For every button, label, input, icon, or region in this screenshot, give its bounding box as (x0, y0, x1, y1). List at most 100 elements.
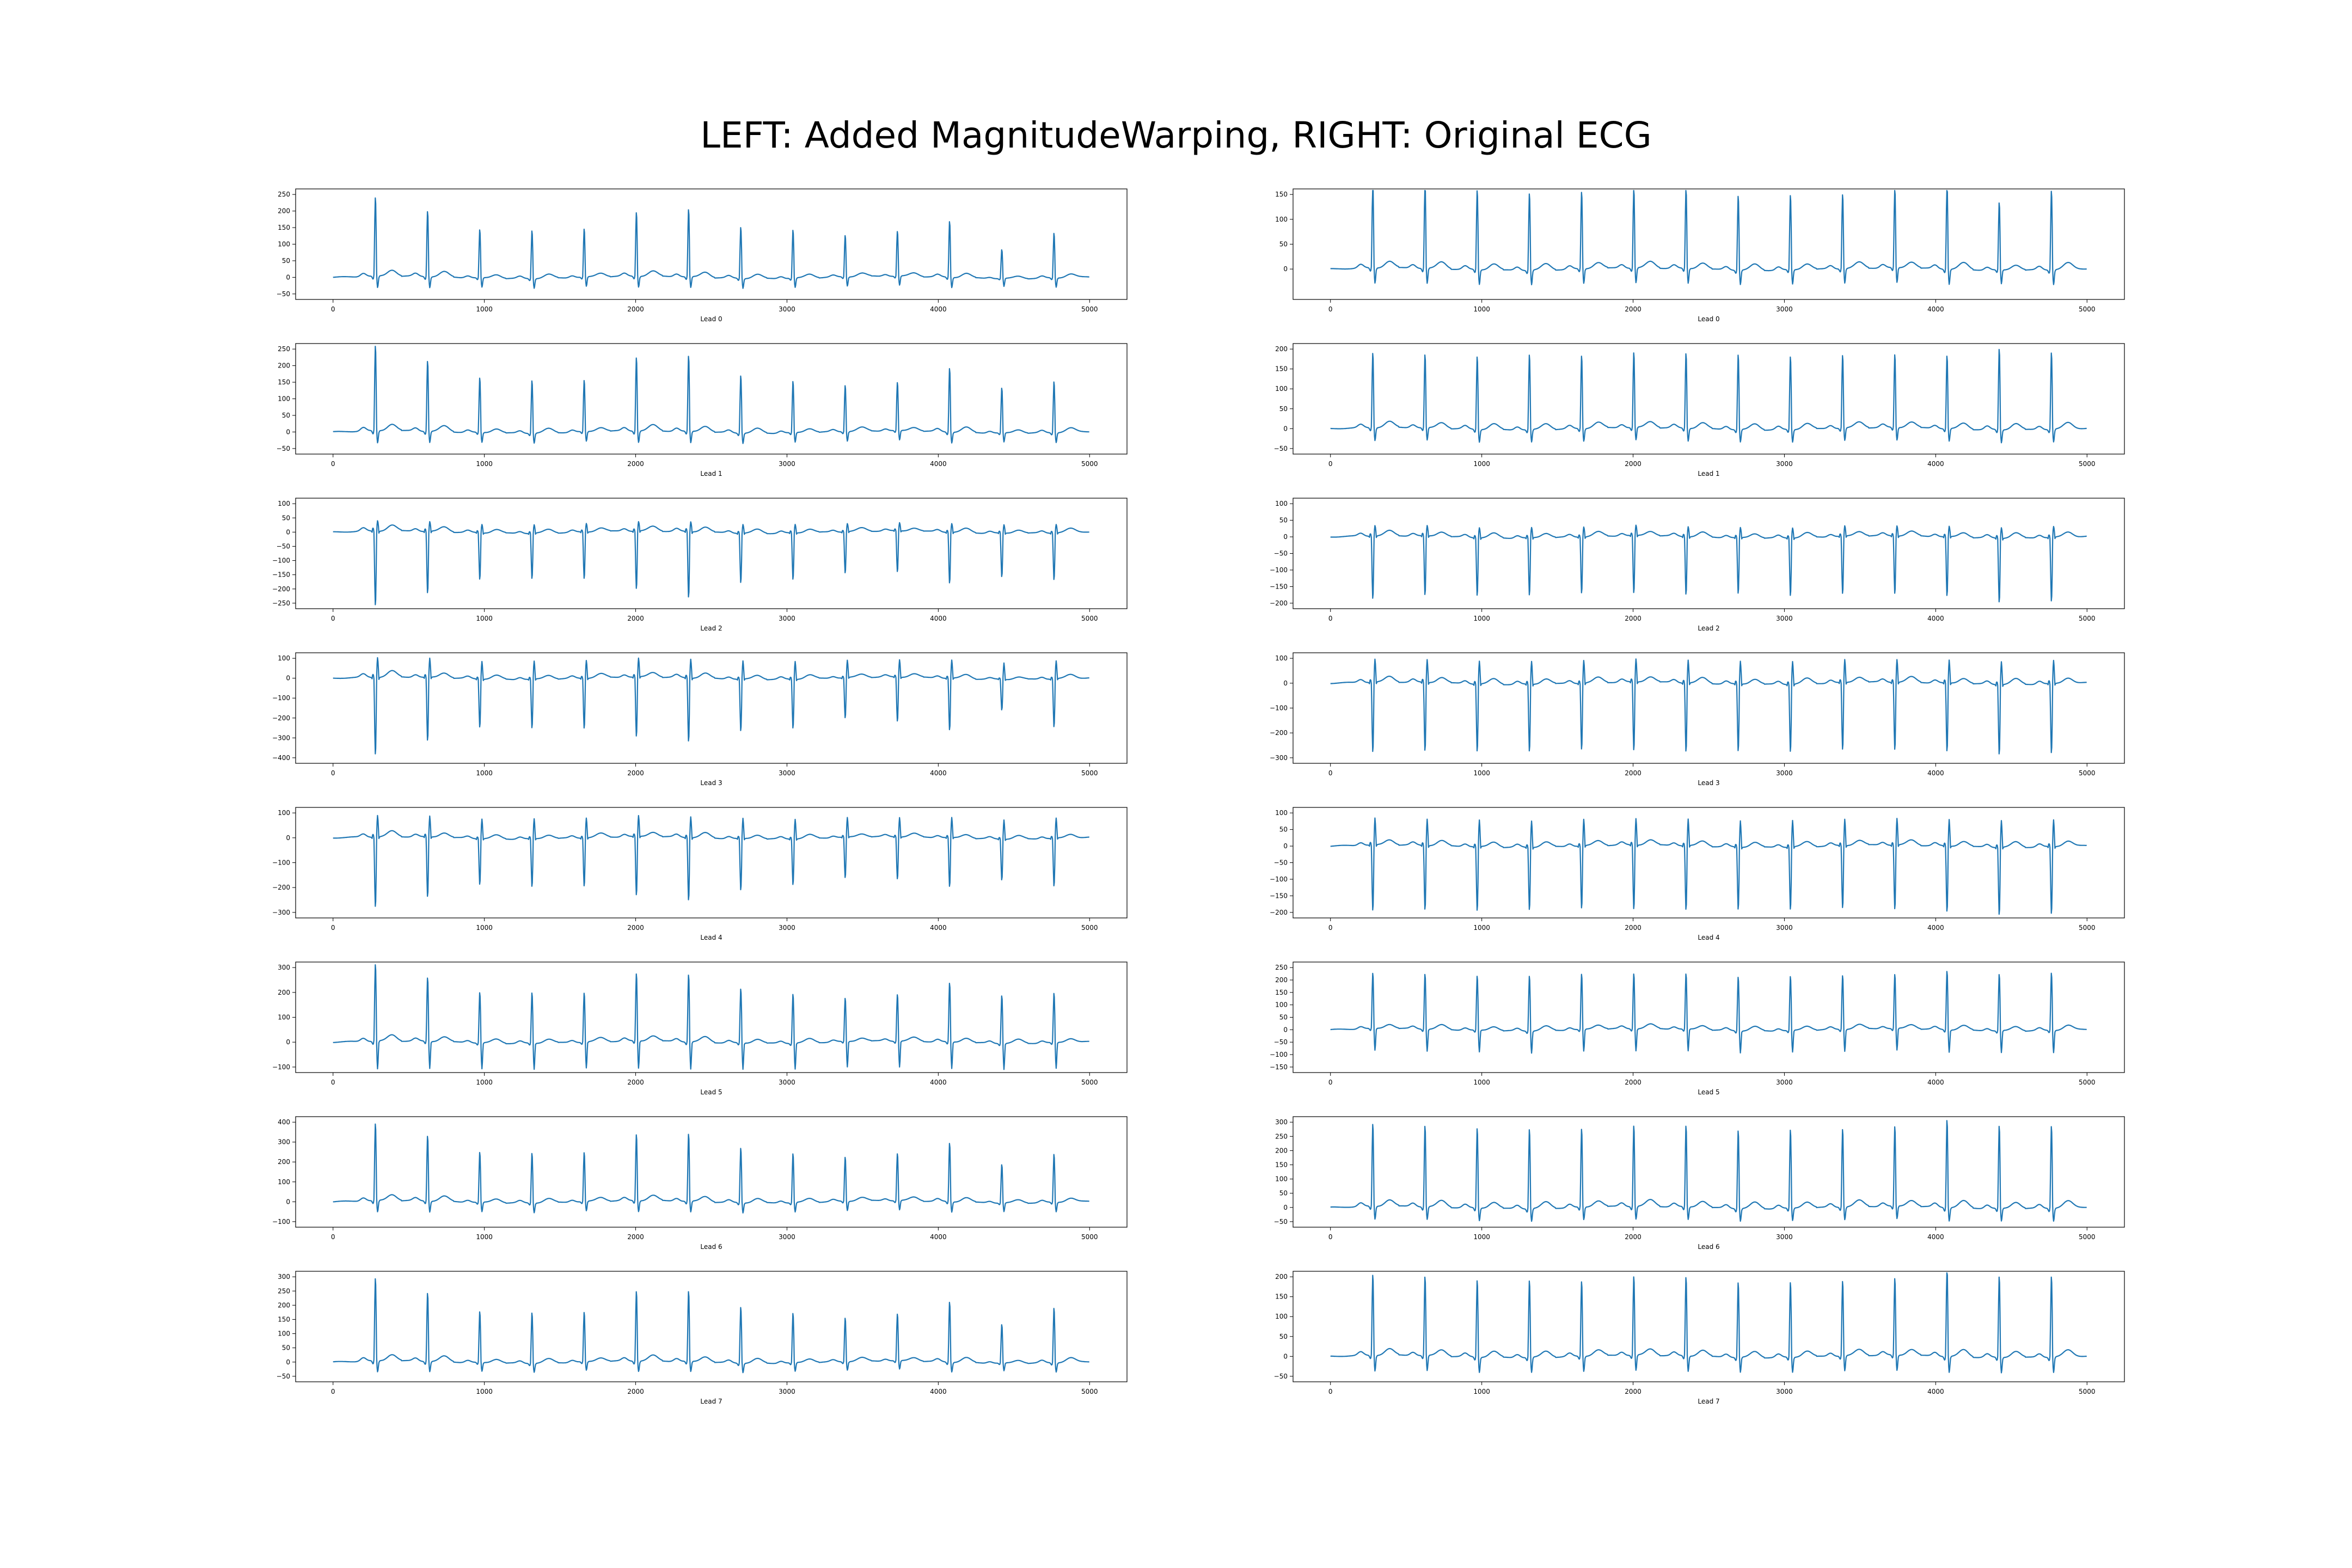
right-lead-6-ytick-label-7: 300 (1275, 1118, 1288, 1126)
left-lead-2-frame (295, 498, 1128, 609)
left-lead-7-ytick-label-1: 0 (286, 1358, 290, 1366)
right-lead-0-xtick-label-0: 0 (1328, 305, 1333, 313)
right-lead-4-axes: 0 1000 2000 3000 4000 5000 −200 −150 −100 −50 0 50 1… (1270, 807, 2125, 941)
left-lead-0-ytick-label-3: 100 (278, 241, 290, 248)
right-lead-2-axes: 0 1000 2000 3000 4000 5000 −200 −150 −100 −50 0 50 1… (1270, 498, 2125, 632)
right-lead-6-xlabel: Lead 6 (1698, 1243, 1719, 1251)
figure-title: LEFT: Added MagnitudeWarping, RIGHT: Ori… (700, 114, 1652, 156)
left-lead-6-axes: 0 1000 2000 3000 4000 5000 −100 0 100 200 300 400 Le… (272, 1116, 1128, 1251)
right-lead-2-xtick-label-2: 2000 (1625, 615, 1641, 622)
right-lead-2-ytick-label-1: −150 (1270, 583, 1288, 590)
left-lead-0-ytick-label-1: 0 (286, 273, 290, 281)
right-lead-6-ytick-label-3: 100 (1275, 1175, 1288, 1183)
right-lead-1-ytick-label-0: −50 (1274, 445, 1288, 452)
right-lead-3-xtick-label-5: 5000 (2079, 769, 2096, 777)
right-lead-0-xtick-label-3: 3000 (1776, 305, 1793, 313)
left-lead-6-frame (295, 1116, 1128, 1228)
left-lead-2-xtick-label-1: 1000 (476, 615, 493, 622)
right-lead-4-xtick-label-1: 1000 (1473, 924, 1490, 932)
left-lead-3-ytick-label-5: 100 (278, 654, 290, 662)
right-lead-3-ytick-label-2: −100 (1270, 705, 1288, 712)
left-lead-5-ytick-label-0: −100 (272, 1063, 290, 1071)
left-lead-5-ytick-label-1: 0 (286, 1038, 290, 1046)
left-lead-7-xtick-label-0: 0 (331, 1388, 335, 1395)
left-lead-3-axes: 0 1000 2000 3000 4000 5000 −400 −300 −200 −100 0 10… (272, 652, 1128, 787)
right-lead-3-axes: 0 1000 2000 3000 4000 5000 −300 −200 −100 0 100 Lea… (1270, 652, 2125, 787)
right-lead-1-xtick-label-4: 4000 (1927, 460, 1944, 468)
left-lead-7-ytick-label-3: 100 (278, 1330, 290, 1338)
right-lead-5-ytick-label-3: 0 (1283, 1026, 1288, 1033)
left-lead-6-xtick-label-3: 3000 (779, 1233, 795, 1241)
left-lead-5-xtick-label-4: 4000 (930, 1079, 947, 1086)
right-lead-5-ytick-label-6: 150 (1275, 989, 1288, 996)
left-lead-2-ytick-label-1: −200 (272, 585, 290, 593)
left-lead-0-ytick-label-6: 250 (278, 191, 290, 198)
right-lead-6-xtick-label-4: 4000 (1927, 1233, 1944, 1241)
left-lead-2-ytick-label-2: −150 (272, 571, 290, 579)
left-lead-0-xtick-label-0: 0 (331, 305, 335, 313)
right-lead-3-ytick-label-1: −200 (1270, 729, 1288, 737)
left-lead-6-xtick-label-0: 0 (331, 1233, 335, 1241)
left-lead-3-xtick-label-4: 4000 (930, 769, 947, 777)
left-lead-4-xtick-label-1: 1000 (476, 924, 493, 932)
right-lead-3-xtick-label-4: 4000 (1927, 769, 1944, 777)
right-lead-7-xtick-label-1: 1000 (1473, 1388, 1490, 1395)
left-lead-2-ytick-label-3: −100 (272, 557, 290, 565)
left-lead-4-ytick-label-4: 100 (278, 809, 290, 817)
right-lead-5-xtick-label-2: 2000 (1625, 1079, 1641, 1086)
right-lead-6-xtick-label-1: 1000 (1473, 1233, 1490, 1241)
left-lead-7-ytick-label-7: 300 (278, 1273, 290, 1281)
left-lead-3-xlabel: Lead 3 (700, 779, 722, 787)
right-lead-0-ytick-label-0: 0 (1283, 265, 1288, 273)
left-lead-4-xtick-label-0: 0 (331, 924, 335, 932)
right-lead-4-ytick-label-2: −100 (1270, 875, 1288, 883)
left-lead-2-axes: 0 1000 2000 3000 4000 5000−250−200−150−100−50… (272, 498, 1128, 632)
right-lead-0-xtick-label-2: 2000 (1625, 305, 1641, 313)
left-lead-0-frame (295, 188, 1128, 300)
right-lead-1-xtick-label-3: 3000 (1776, 460, 1793, 468)
right-lead-3-xtick-label-0: 0 (1328, 769, 1333, 777)
right-lead-2-ytick-label-3: −50 (1274, 550, 1288, 558)
right-lead-3-ytick-label-4: 100 (1275, 654, 1288, 662)
left-lead-1-xtick-label-4: 4000 (930, 460, 947, 468)
right-lead-5-xtick-label-0: 0 (1328, 1079, 1333, 1086)
left-lead-3-xtick-label-2: 2000 (627, 769, 644, 777)
left-lead-7-ytick-label-5: 200 (278, 1301, 290, 1309)
left-lead-6-xtick-label-5: 5000 (1081, 1233, 1098, 1241)
left-lead-0-xtick-label-2: 2000 (627, 305, 644, 313)
left-lead-4-xtick-label-5: 5000 (1081, 924, 1098, 932)
left-lead-2-ytick-label-4: −50 (277, 542, 290, 550)
left-lead-7-xtick-label-2: 2000 (627, 1388, 644, 1395)
left-lead-1-ytick-label-3: 100 (278, 395, 290, 403)
right-lead-1-xtick-label-5: 5000 (2079, 460, 2096, 468)
right-lead-5-ytick-label-2: −50 (1274, 1038, 1288, 1046)
left-lead-7-signal-line (333, 1278, 1089, 1374)
left-lead-3-ytick-label-2: −200 (272, 714, 290, 722)
right-lead-3-xtick-label-3: 3000 (1776, 769, 1793, 777)
right-lead-4-ytick-label-1: −150 (1270, 892, 1288, 899)
right-lead-6-ytick-label-1: 0 (1283, 1204, 1288, 1211)
left-lead-6-ytick-label-2: 100 (278, 1178, 290, 1186)
right-lead-5-xtick-label-5: 5000 (2079, 1079, 2096, 1086)
left-lead-5-ytick-label-2: 100 (278, 1014, 290, 1021)
right-lead-7-xtick-label-5: 5000 (2079, 1388, 2096, 1395)
left-lead-7-xtick-label-4: 4000 (930, 1388, 947, 1395)
right-lead-1-xtick-label-0: 0 (1328, 460, 1333, 468)
left-lead-6-xtick-label-1: 1000 (476, 1233, 493, 1241)
right-lead-6-axes: 0 1000 2000 3000 4000 5000 −50 0 50 100 150 200 250 3… (1274, 1116, 2125, 1251)
left-lead-2-ytick-label-0: −250 (272, 599, 290, 607)
right-lead-1-ytick-label-2: 50 (1279, 405, 1288, 413)
right-lead-4-ytick-label-4: 0 (1283, 842, 1288, 850)
left-lead-7-xtick-label-3: 3000 (779, 1388, 795, 1395)
right-lead-3-xlabel: Lead 3 (1698, 779, 1719, 787)
right-lead-7-axes: 0 1000 2000 3000 4000 5000 −50 0 50 100 150 200 Lead… (1274, 1271, 2125, 1405)
right-lead-5-ytick-label-7: 200 (1275, 976, 1288, 984)
right-lead-7-ytick-label-1: 0 (1283, 1352, 1288, 1360)
left-lead-4-axes: 0 1000 2000 3000 4000 5000 −300 −200 −100 0 100 Lea… (272, 807, 1128, 941)
right-lead-7-frame (1293, 1271, 2125, 1382)
left-lead-7-xlabel: Lead 7 (700, 1398, 722, 1405)
right-lead-0-axes: 0 1000 2000 3000 4000 5000 0 50 100 150 Lead 0 (1275, 188, 2125, 323)
left-lead-0-xtick-label-4: 4000 (930, 305, 947, 313)
left-lead-2-ytick-label-7: 100 (278, 500, 290, 507)
right-lead-1-xlabel: Lead 1 (1698, 470, 1719, 477)
